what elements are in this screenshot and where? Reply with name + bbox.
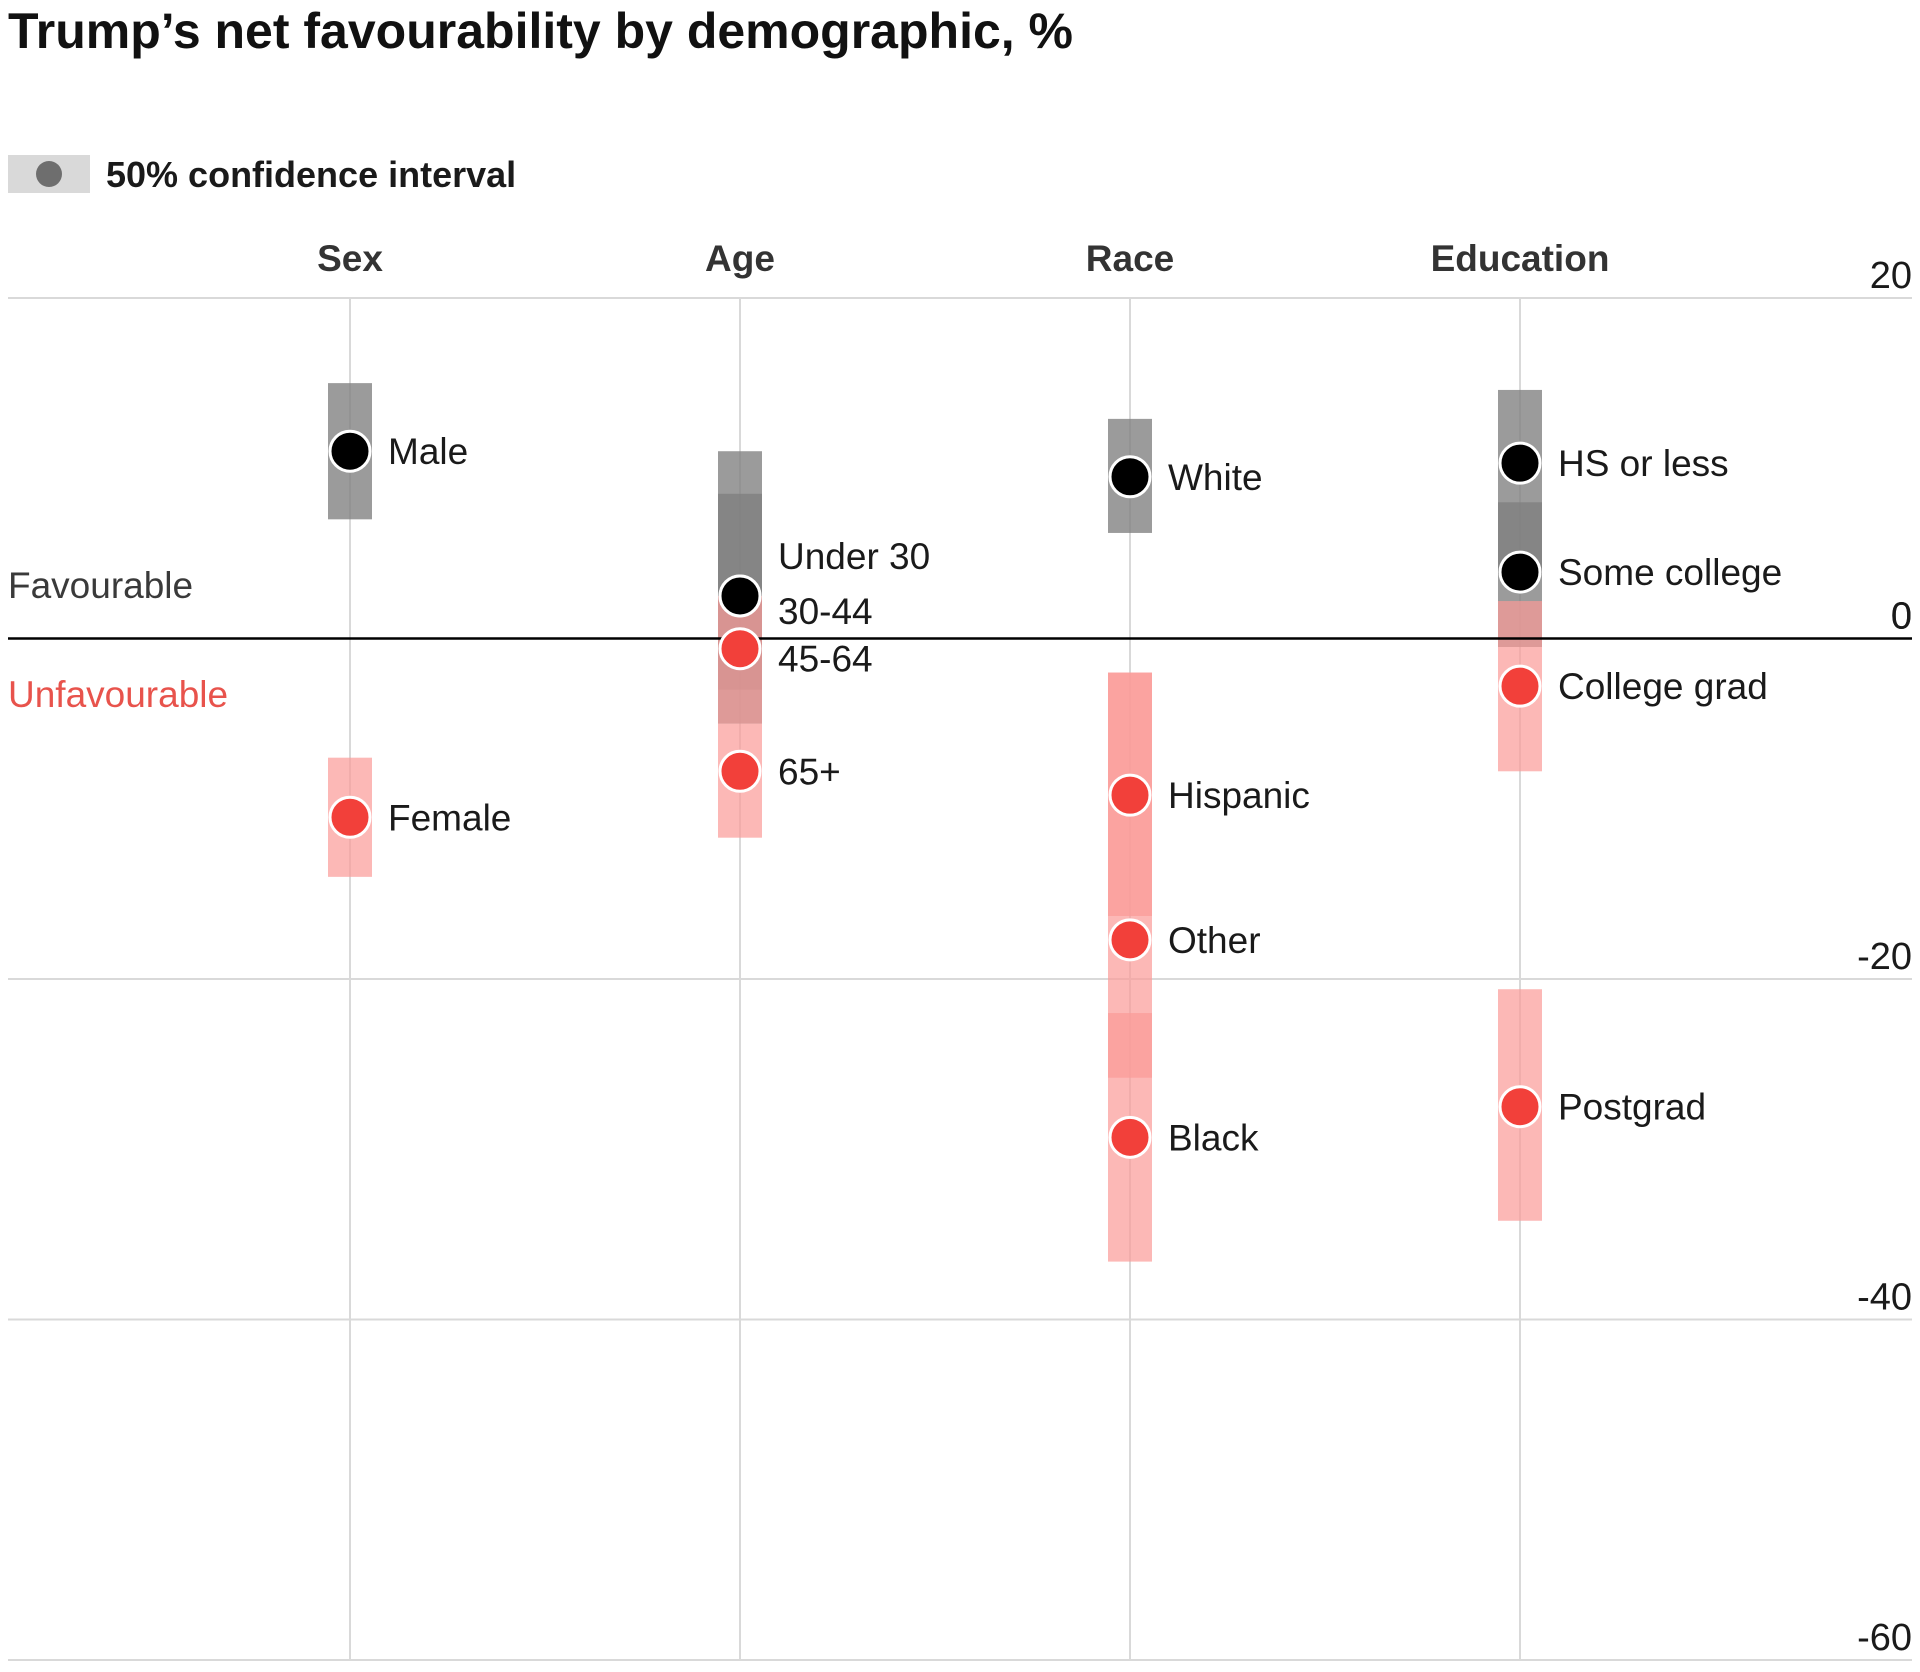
point-label-some-college: Some college	[1558, 552, 1782, 593]
point-label-65: 65+	[778, 751, 841, 792]
chart-title: Trump’s net favourability by demographic…	[8, 3, 1073, 59]
group-label-race: Race	[1086, 238, 1174, 279]
y-tick-label: -40	[1857, 1277, 1912, 1319]
y-tick-label: -20	[1857, 936, 1912, 978]
y-tick-label: -60	[1857, 1617, 1912, 1659]
point-label-female: Female	[388, 797, 511, 838]
data-point-some-college	[1498, 550, 1542, 594]
point-label-male: Male	[388, 431, 468, 472]
y-tick-label: 0	[1891, 596, 1912, 638]
zero-line-group: 0	[8, 596, 1912, 640]
group-label-education: Education	[1431, 238, 1610, 279]
data-point-65	[718, 749, 762, 793]
point-label-other: Other	[1168, 920, 1261, 961]
y-tick-label: 20	[1870, 255, 1912, 297]
group-label-age: Age	[705, 238, 775, 279]
data-point-hispanic	[1108, 773, 1152, 817]
gridlines	[8, 297, 1912, 1661]
point-label-college-grad: College grad	[1558, 666, 1768, 707]
group-label-sex: Sex	[317, 238, 383, 279]
y-tick-labels: 20 0 -20 -40 -60	[1857, 255, 1912, 1659]
group-labels: Sex Age Race Education	[317, 238, 1609, 279]
point-label-hispanic: Hispanic	[1168, 775, 1310, 816]
data-point-white	[1108, 455, 1152, 499]
unfavourable-label: Unfavourable	[8, 674, 228, 715]
ci-band-other	[1108, 672, 1152, 1078]
legend: 50% confidence interval	[8, 154, 516, 195]
point-label-30-44: 30-44	[778, 591, 873, 632]
data-point-male	[328, 429, 372, 473]
legend-dot-icon	[36, 161, 62, 187]
data-point-45-64	[718, 627, 762, 671]
data-points	[328, 429, 1542, 1159]
favourable-label: Favourable	[8, 565, 193, 606]
point-label-black: Black	[1168, 1117, 1259, 1158]
point-label-white: White	[1168, 457, 1263, 498]
data-point-female	[328, 795, 372, 839]
data-point-other	[1108, 918, 1152, 962]
point-labels: Male Female Under 30 30-44 45-64 65+ White Hisp…	[388, 431, 1782, 1158]
data-point-postgrad	[1498, 1085, 1542, 1129]
data-point-college-grad	[1498, 664, 1542, 708]
y-tick-label: 0	[1891, 596, 1912, 638]
legend-label: 50% confidence interval	[106, 154, 516, 195]
data-point-hs-or-less	[1498, 441, 1542, 485]
point-label-postgrad: Postgrad	[1558, 1087, 1706, 1128]
data-point-black	[1108, 1115, 1152, 1159]
point-label-hs-or-less: HS or less	[1558, 443, 1729, 484]
data-point-30-44	[718, 574, 762, 618]
point-label-under-30: Under 30	[778, 536, 930, 577]
point-label-45-64: 45-64	[778, 639, 873, 680]
